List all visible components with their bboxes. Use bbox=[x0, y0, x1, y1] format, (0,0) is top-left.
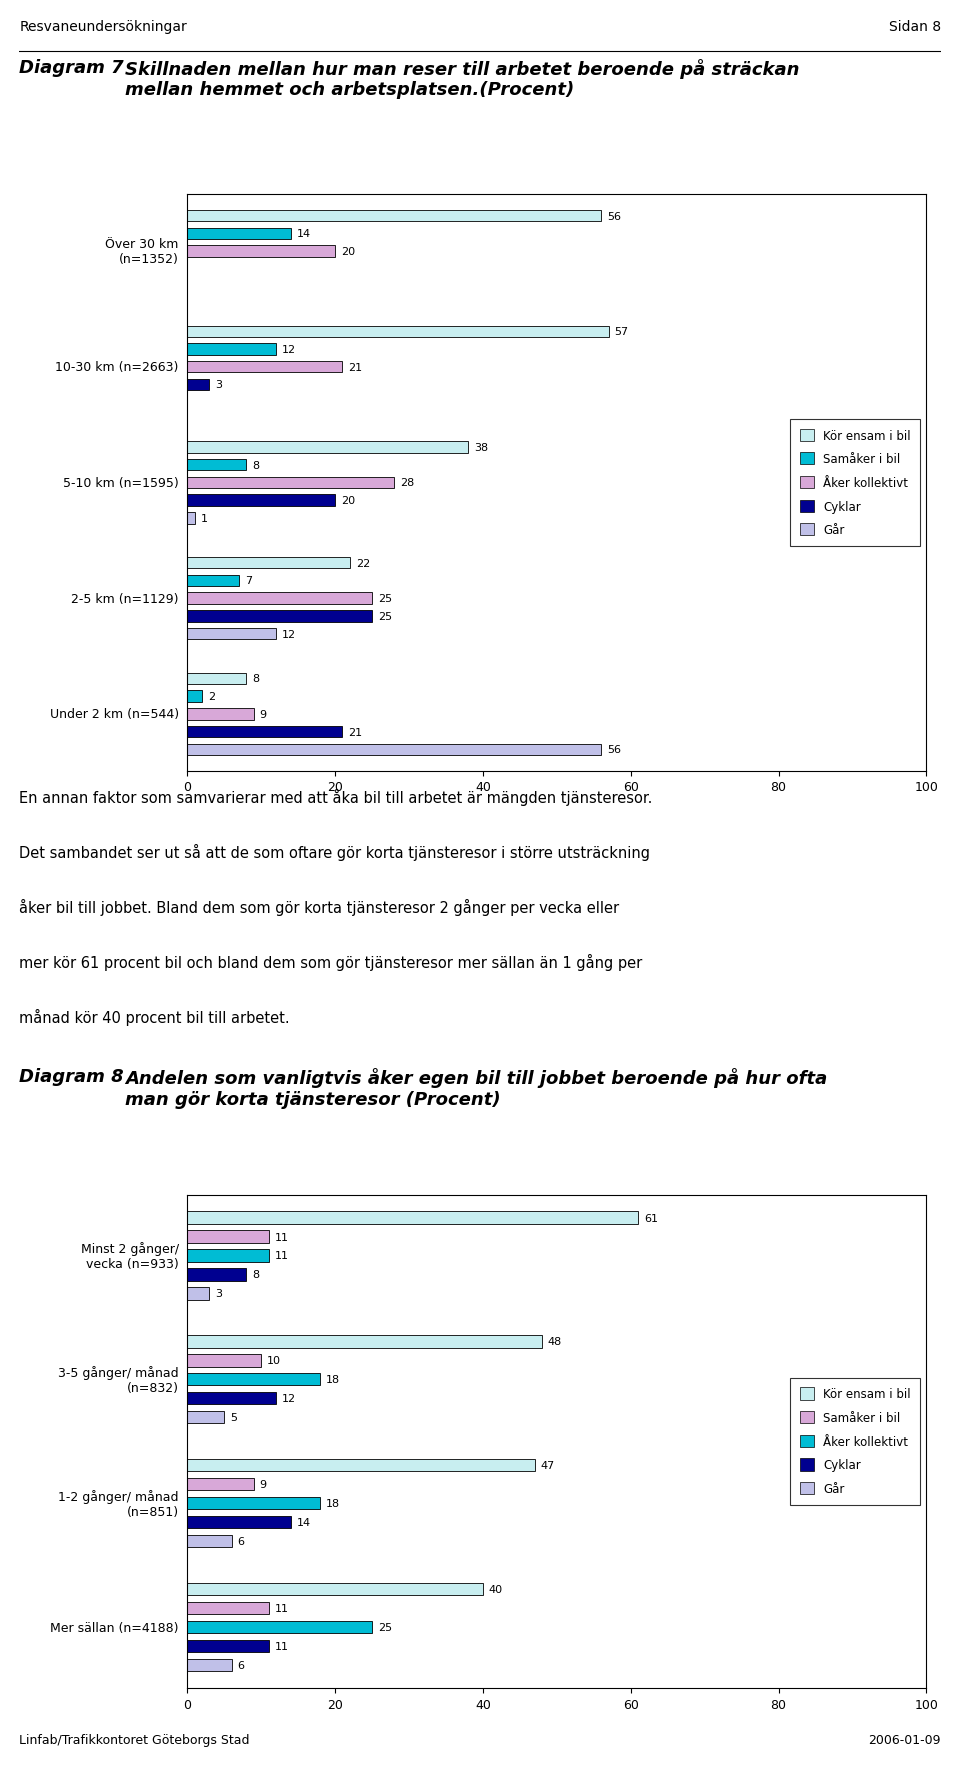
Bar bbox=[187, 1660, 231, 1672]
Text: 9: 9 bbox=[259, 709, 267, 720]
Legend: Kör ensam i bil, Samåker i bil, Åker kollektivt, Cyklar, Går: Kör ensam i bil, Samåker i bil, Åker kol… bbox=[790, 420, 921, 546]
Bar bbox=[187, 1621, 372, 1633]
Text: 12: 12 bbox=[282, 1394, 296, 1404]
Bar bbox=[187, 459, 247, 472]
Text: 47: 47 bbox=[540, 1461, 555, 1470]
Text: 8: 8 bbox=[252, 674, 259, 684]
Text: mer kör 61 procent bil och bland dem som gör tjänsteresor mer sällan än 1 gång p: mer kör 61 procent bil och bland dem som… bbox=[19, 954, 642, 972]
Bar bbox=[187, 1535, 231, 1548]
Text: 11: 11 bbox=[275, 1642, 288, 1651]
Bar bbox=[187, 1411, 225, 1424]
Bar bbox=[187, 709, 253, 720]
Text: 11: 11 bbox=[275, 1250, 288, 1261]
Text: 25: 25 bbox=[378, 594, 392, 605]
Text: 8: 8 bbox=[252, 1269, 259, 1280]
Bar bbox=[187, 1516, 291, 1528]
Text: 21: 21 bbox=[348, 727, 363, 738]
Text: 20: 20 bbox=[341, 246, 355, 257]
Bar bbox=[187, 211, 601, 222]
Text: 38: 38 bbox=[474, 443, 488, 452]
Bar bbox=[187, 1250, 269, 1262]
Text: 56: 56 bbox=[607, 211, 621, 222]
Text: 5: 5 bbox=[230, 1413, 237, 1422]
Text: åker bil till jobbet. Bland dem som gör korta tjänsteresor 2 gånger per vecka el: åker bil till jobbet. Bland dem som gör … bbox=[19, 899, 619, 917]
Text: 25: 25 bbox=[378, 612, 392, 622]
Bar bbox=[187, 344, 276, 356]
Text: 7: 7 bbox=[245, 576, 252, 587]
Bar bbox=[187, 1230, 269, 1243]
Bar bbox=[187, 495, 335, 507]
Bar bbox=[187, 727, 343, 738]
Text: Sidan 8: Sidan 8 bbox=[889, 20, 941, 34]
Text: 2: 2 bbox=[208, 691, 215, 702]
Bar bbox=[187, 674, 247, 684]
Text: 10: 10 bbox=[267, 1356, 281, 1365]
Bar bbox=[187, 1496, 321, 1509]
Text: 12: 12 bbox=[282, 344, 296, 355]
Text: 3: 3 bbox=[215, 379, 223, 390]
Bar bbox=[187, 1640, 269, 1652]
Bar bbox=[187, 1269, 247, 1280]
Bar bbox=[187, 326, 609, 339]
Text: 48: 48 bbox=[548, 1337, 563, 1347]
Bar bbox=[187, 1335, 542, 1347]
Text: 14: 14 bbox=[297, 1518, 311, 1527]
Text: 22: 22 bbox=[356, 558, 370, 569]
Bar bbox=[187, 610, 372, 622]
Text: 25: 25 bbox=[378, 1622, 392, 1633]
Bar bbox=[187, 558, 349, 569]
Text: En annan faktor som samvarierar med att åka bil till arbetet är mängden tjänster: En annan faktor som samvarierar med att … bbox=[19, 789, 653, 807]
Bar bbox=[187, 691, 202, 702]
Bar bbox=[187, 441, 468, 454]
Legend: Kör ensam i bil, Samåker i bil, Åker kollektivt, Cyklar, Går: Kör ensam i bil, Samåker i bil, Åker kol… bbox=[790, 1378, 921, 1505]
Text: Andelen som vanligtvis åker egen bil till jobbet beroende på hur ofta
man gör ko: Andelen som vanligtvis åker egen bil til… bbox=[125, 1067, 828, 1108]
Text: 6: 6 bbox=[237, 1535, 245, 1546]
Text: 56: 56 bbox=[607, 745, 621, 755]
Text: Diagram 7: Diagram 7 bbox=[19, 59, 124, 76]
Bar bbox=[187, 1583, 483, 1596]
Bar bbox=[187, 1459, 535, 1472]
Text: Det sambandet ser ut så att de som oftare gör korta tjänsteresor i större utsträ: Det sambandet ser ut så att de som oftar… bbox=[19, 844, 650, 862]
Text: Diagram 8: Diagram 8 bbox=[19, 1067, 124, 1085]
Bar bbox=[187, 1355, 261, 1367]
Text: Linfab/Trafikkontoret Göteborgs Stad: Linfab/Trafikkontoret Göteborgs Stad bbox=[19, 1732, 250, 1746]
Text: 3: 3 bbox=[215, 1289, 223, 1298]
Text: 57: 57 bbox=[614, 326, 629, 337]
Text: 21: 21 bbox=[348, 362, 363, 372]
Text: 8: 8 bbox=[252, 461, 259, 470]
Bar bbox=[187, 512, 195, 525]
Text: 11: 11 bbox=[275, 1232, 288, 1241]
Text: 1: 1 bbox=[201, 514, 207, 523]
Text: Resvaneundersökningar: Resvaneundersökningar bbox=[19, 20, 187, 34]
Bar bbox=[187, 1479, 253, 1491]
Text: 20: 20 bbox=[341, 496, 355, 505]
Text: 14: 14 bbox=[297, 229, 311, 239]
Text: 18: 18 bbox=[326, 1374, 340, 1385]
Bar bbox=[187, 1392, 276, 1404]
Text: 28: 28 bbox=[400, 479, 415, 488]
Text: 12: 12 bbox=[282, 629, 296, 640]
Text: månad kör 40 procent bil till arbetet.: månad kör 40 procent bil till arbetet. bbox=[19, 1009, 290, 1027]
Bar bbox=[187, 1603, 269, 1613]
Text: 18: 18 bbox=[326, 1498, 340, 1509]
Bar bbox=[187, 362, 343, 372]
Text: 2006-01-09: 2006-01-09 bbox=[868, 1732, 941, 1746]
Bar bbox=[187, 576, 239, 587]
Text: 40: 40 bbox=[489, 1585, 503, 1594]
Text: 61: 61 bbox=[644, 1213, 658, 1223]
Bar bbox=[187, 229, 291, 239]
Bar bbox=[187, 628, 276, 640]
Bar bbox=[187, 594, 372, 605]
Text: 9: 9 bbox=[259, 1479, 267, 1489]
Bar bbox=[187, 379, 209, 390]
Bar bbox=[187, 1287, 209, 1300]
Bar bbox=[187, 745, 601, 755]
Text: 11: 11 bbox=[275, 1603, 288, 1613]
Bar bbox=[187, 477, 395, 489]
Text: 6: 6 bbox=[237, 1660, 245, 1670]
Bar bbox=[187, 1211, 638, 1223]
Bar bbox=[187, 246, 335, 257]
Bar bbox=[187, 1374, 321, 1386]
Text: Skillnaden mellan hur man reser till arbetet beroende på sträckan
mellan hemmet : Skillnaden mellan hur man reser till arb… bbox=[125, 59, 800, 99]
